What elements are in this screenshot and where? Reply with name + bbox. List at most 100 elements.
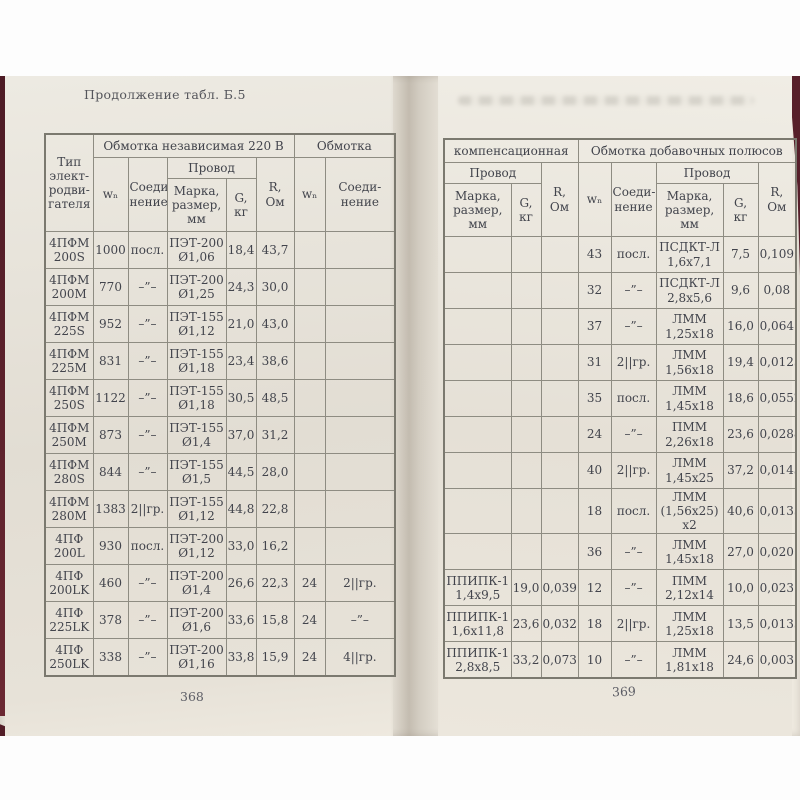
table-cell: 19,0 — [510, 569, 542, 607]
table-cell — [324, 342, 396, 380]
table-cell: ПЭТ-200 Ø1,4 — [166, 564, 227, 602]
table-cell: 0,0135 — [757, 487, 797, 535]
table-row: 37 –”– ЛММ 1,25х18 16,0 0,064 — [443, 308, 797, 345]
table-cell: ПЭТ-155 Ø1,5 — [166, 453, 227, 491]
table-cell: 16,0 — [722, 308, 759, 345]
table-cell — [443, 236, 512, 273]
table-cell: 0,064 — [757, 308, 797, 345]
table-cell: ЛММ (1,56х25) х2 — [655, 487, 724, 535]
header-connection: Соеди- нение — [127, 157, 168, 232]
table-cell: 22,3 — [255, 564, 295, 602]
table-cell: 2||гр. — [610, 452, 657, 489]
header-r-ohm: R, Ом — [255, 157, 295, 232]
table-cell: 0,039 — [540, 569, 579, 607]
table-cell: 4||гр. — [324, 638, 396, 676]
table-row: 4ПФ 250LK 338 –”– ПЭТ-200 Ø1,16 33,8 15,9 24 4|… — [44, 638, 396, 676]
table-cell: 4ПФ 225LK — [44, 601, 94, 639]
table-cell: 4ПФ 200L — [44, 527, 94, 565]
table-cell: 4ПФМ 280M — [44, 490, 94, 528]
table-cell: ПЭТ-200 Ø1,12 — [166, 527, 227, 565]
table-cell: ПЭТ-155 Ø1,18 — [166, 379, 227, 417]
table-cell: 0,032 — [540, 605, 579, 643]
table-cell: ЛММ 1,25х18 — [655, 308, 724, 345]
right-header-row-groups: компенсационная Обмотка добавочных полюс… — [443, 138, 797, 163]
table-cell: ПММ 2,26х18 — [655, 416, 724, 453]
table-cell: 0,109 — [757, 236, 797, 273]
table-cell: 44,5 — [225, 453, 257, 491]
table-cell: ЛММ 1,56х18 — [655, 344, 724, 381]
table-cell: 18,6 — [722, 380, 759, 417]
table-cell: 26,6 — [225, 564, 257, 602]
table-cell — [443, 487, 512, 535]
table-cell — [540, 344, 579, 381]
table-continuation-caption: Продолжение табл. Б.5 — [84, 87, 246, 102]
table-cell: 4ПФМ 250S — [44, 379, 94, 417]
header-group-winding: Обмотка — [293, 133, 396, 158]
header-wn: wₙ — [92, 157, 129, 232]
table-cell: 30,5 — [225, 379, 257, 417]
table-cell: 37 — [577, 308, 612, 345]
table-cell: –”– — [127, 564, 168, 602]
header-group-compensation: компенсационная — [443, 138, 579, 163]
table-cell — [324, 453, 396, 491]
page-number-left: 368 — [180, 689, 204, 704]
table-cell: 770 — [92, 268, 129, 306]
table-cell — [293, 268, 326, 306]
table-cell: 0,073 — [540, 641, 579, 679]
table-row: 4ПФМ 250S 1122 –”– ПЭТ-155 Ø1,18 30,5 48,5 — [44, 379, 396, 417]
table-cell — [293, 490, 326, 528]
table-cell: 952 — [92, 305, 129, 343]
header-motor-type: Тип элект- родви- гателя — [44, 133, 94, 232]
table-cell: 378 — [92, 601, 129, 639]
table-cell — [293, 453, 326, 491]
table-cell: 1000 — [92, 231, 129, 269]
table-cell — [510, 380, 542, 417]
table-cell: ППИПК-1 2,8х8,5 — [443, 641, 512, 679]
table-cell: 32 — [577, 272, 612, 309]
table-cell: ПЭТ-155 Ø1,18 — [166, 342, 227, 380]
table-cell: 43,7 — [255, 231, 295, 269]
left-header-row-wire: Марка, размер, мм G, кг — [45, 178, 395, 232]
table-cell: 2||гр. — [324, 564, 396, 602]
header-mark-size: Марка, размер, мм — [166, 178, 227, 232]
header-connection: Соеди- нение — [610, 162, 657, 237]
header-g-kg: G, кг — [225, 178, 257, 232]
table-cell — [510, 452, 542, 489]
table-cell: посл. — [127, 527, 168, 565]
table-cell: 28,0 — [255, 453, 295, 491]
table-cell: 24,6 — [722, 641, 759, 679]
table-cell — [293, 527, 326, 565]
table-cell — [540, 452, 579, 489]
table-cell: 23,6 — [510, 605, 542, 643]
table-cell: 4ПФМ 225M — [44, 342, 94, 380]
table-cell: 31 — [577, 344, 612, 381]
table-cell: 930 — [92, 527, 129, 565]
table-cell: –”– — [610, 416, 657, 453]
table-cell: ПЭТ-200 Ø1,16 — [166, 638, 227, 676]
table-cell: 1383 — [92, 490, 129, 528]
table-cell: 0,0143 — [757, 452, 797, 489]
table-cell: 4ПФ 200LK — [44, 564, 94, 602]
page-number-right: 369 — [611, 683, 637, 700]
table-cell — [293, 416, 326, 454]
table-cell — [510, 416, 542, 453]
header-group-independent-winding: Обмотка независимая 220 В — [92, 133, 295, 158]
table-cell: 24 — [293, 601, 326, 639]
table-row: ППИПК-1 1,4х9,5 19,0 0,039 12 –”– ПММ 2,12х14… — [443, 569, 797, 607]
table-cell: 22,8 — [255, 490, 295, 528]
table-cell: 18 — [577, 605, 612, 643]
table-cell — [443, 308, 512, 345]
table-cell: 4ПФМ 200S — [44, 231, 94, 269]
table-cell: –”– — [127, 638, 168, 676]
table-row: 4ПФ 225LK 378 –”– ПЭТ-200 Ø1,6 33,6 15,8 24 –”– — [44, 601, 396, 639]
table-cell — [443, 344, 512, 381]
table-cell — [540, 308, 579, 345]
table-row: 4ПФМ 200S 1000 посл. ПЭТ-200 Ø1,06 18,4 43,7 — [44, 231, 396, 269]
bleed-through-text — [458, 96, 754, 105]
table-cell: ПЭТ-200 Ø1,25 — [166, 268, 227, 306]
table-row: 4ПФ 200L 930 посл. ПЭТ-200 Ø1,12 33,0 16,2 — [44, 527, 396, 565]
